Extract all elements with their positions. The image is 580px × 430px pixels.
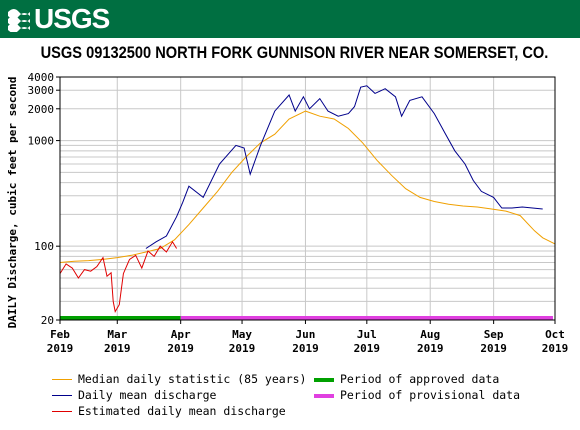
legend-median: Median daily statistic (85 years) xyxy=(52,372,306,386)
x-tick-year: 2019 xyxy=(354,342,381,355)
x-tick-month: Apr xyxy=(171,328,191,341)
x-tick-month: May xyxy=(232,328,252,341)
legend-daily-mean-label: Daily mean discharge xyxy=(78,388,217,402)
x-tick-month: Aug xyxy=(420,328,440,341)
legend-provisional-label: Period of provisional data xyxy=(340,388,521,402)
y-tick-label: 20 xyxy=(41,314,54,327)
daily-mean-line xyxy=(145,85,543,249)
x-tick-year: 2019 xyxy=(542,342,569,355)
x-tick-month: Jul xyxy=(357,328,377,341)
chart-title: USGS 09132500 NORTH FORK GUNNISON RIVER … xyxy=(40,43,549,62)
x-tick-month: Sep xyxy=(484,328,504,341)
legend-approved-swatch xyxy=(314,377,334,382)
legend-estimated-swatch xyxy=(52,411,72,412)
x-tick-year: 2019 xyxy=(104,342,131,355)
legend-daily-mean: Daily mean discharge xyxy=(52,388,216,402)
x-tick-month: Feb xyxy=(50,328,70,341)
legend-median-swatch xyxy=(52,379,72,380)
y-tick-label: 100 xyxy=(34,240,54,253)
usgs-header-bar: USGS xyxy=(0,0,580,38)
usgs-logo-text: USGS xyxy=(34,3,110,34)
estimated-daily-line xyxy=(59,240,178,313)
x-tick-month: Oct xyxy=(545,328,565,341)
usgs-logo: USGS xyxy=(6,3,110,34)
plot-frame xyxy=(59,76,556,321)
provisional-period-bar xyxy=(180,316,553,320)
legend-median-label: Median daily statistic (85 years) xyxy=(78,372,307,386)
legend-provisional-swatch xyxy=(314,393,334,398)
y-tick-label: 2000 xyxy=(28,103,55,116)
x-tick-year: 2019 xyxy=(167,342,194,355)
legend-provisional: Period of provisional data xyxy=(314,388,520,402)
approved-period-bar xyxy=(60,316,181,320)
plot-area xyxy=(60,77,555,320)
usgs-logo-wave-icon xyxy=(8,9,30,32)
x-tick-year: 2019 xyxy=(292,342,319,355)
y-tick-label: 1000 xyxy=(28,135,55,148)
legend-approved-label: Period of approved data xyxy=(340,372,500,386)
x-tick-year: 2019 xyxy=(480,342,507,355)
legend-approved: Period of approved data xyxy=(314,372,499,386)
y-tick-label: 4000 xyxy=(28,71,55,84)
x-tick-year: 2019 xyxy=(47,342,74,355)
legend-daily-mean-swatch xyxy=(52,395,72,396)
legend-estimated-label: Estimated daily mean discharge xyxy=(78,404,286,418)
x-tick-year: 2019 xyxy=(417,342,444,355)
x-tick-year: 2019 xyxy=(229,342,256,355)
y-axis-label: DAILY Discharge, cubic feet per second xyxy=(6,77,19,329)
median-daily-line xyxy=(59,110,556,263)
y-tick-label: 3000 xyxy=(28,84,55,97)
x-tick-month: Jun xyxy=(296,328,316,341)
legend-estimated: Estimated daily mean discharge xyxy=(52,404,286,418)
x-tick-month: Mar xyxy=(107,328,127,341)
